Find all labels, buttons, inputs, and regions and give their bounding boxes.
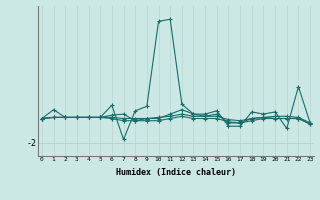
X-axis label: Humidex (Indice chaleur): Humidex (Indice chaleur)	[116, 168, 236, 177]
